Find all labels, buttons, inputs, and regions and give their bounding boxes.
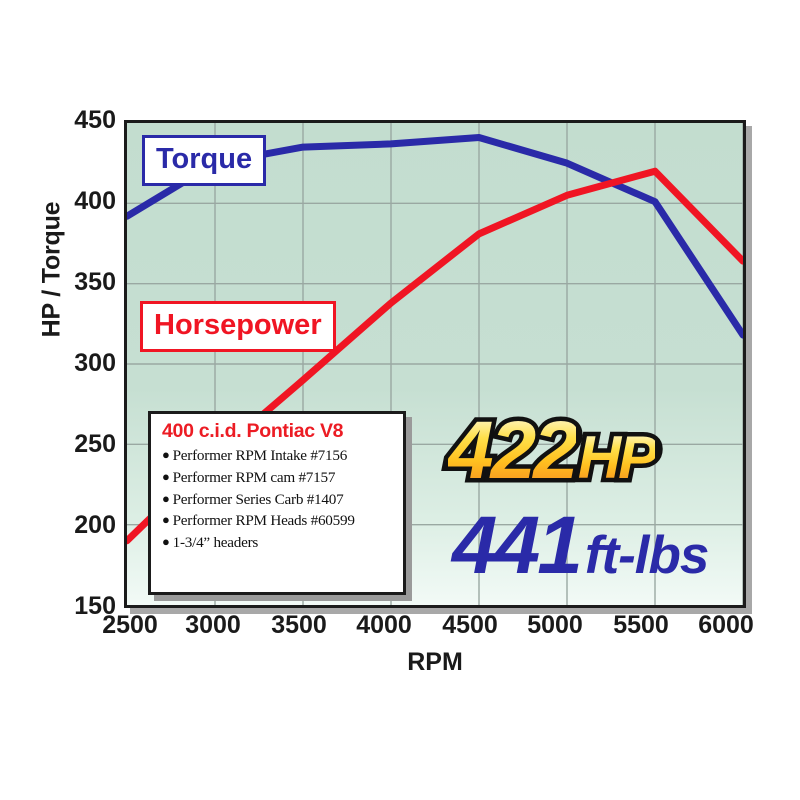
y-tick-450: 450 <box>74 106 116 134</box>
x-tick-2500: 2500 <box>102 611 158 639</box>
bullet-icon: ● <box>162 447 170 463</box>
hp-callout-unit-wrap: HP HP <box>573 423 662 492</box>
hp-callout-unit: HP <box>577 424 658 491</box>
hp-callout-unit-outline: HP <box>573 423 662 492</box>
bullet-icon: ● <box>162 469 170 485</box>
torque-callout: 441ft-lbs <box>452 500 710 591</box>
legend-torque: Torque <box>142 135 267 186</box>
x-tick-3500: 3500 <box>271 611 327 639</box>
spec-item-label: 1-3/4” headers <box>172 533 259 551</box>
y-tick-200: 200 <box>74 511 116 539</box>
spec-item: ● Performer RPM Heads #60599 <box>162 510 394 532</box>
y-tick-400: 400 <box>74 187 116 215</box>
x-axis-title: RPM <box>407 648 463 676</box>
hp-callout-number: 422 <box>448 405 579 496</box>
spec-item: ● Performer RPM cam #7157 <box>162 467 394 489</box>
spec-item: ● Performer RPM Intake #7156 <box>162 445 394 467</box>
plot-area-wrapper <box>124 120 752 614</box>
spec-box-title: 400 c.i.d. Pontiac V8 <box>162 420 344 442</box>
y-tick-300: 300 <box>74 349 116 377</box>
hp-callout-number-outline: 422 <box>444 405 584 496</box>
x-tick-4000: 4000 <box>356 611 412 639</box>
x-tick-5500: 5500 <box>613 611 669 639</box>
bullet-icon: ● <box>162 512 170 528</box>
x-tick-5000: 5000 <box>527 611 583 639</box>
spec-item-label: Performer RPM cam #7157 <box>172 469 336 487</box>
y-tick-350: 350 <box>74 268 116 296</box>
spec-item-label: Performer Series Carb #1407 <box>172 490 344 508</box>
hp-callout-number-wrap: 422 422 <box>444 405 584 496</box>
y-axis-tick-labels: 450 400 350 300 250 200 150 <box>26 0 116 800</box>
hp-callout: 422 422 HP HP <box>444 405 663 496</box>
bullet-icon: ● <box>162 490 170 506</box>
spec-item-label: Performer RPM Intake #7156 <box>172 447 348 465</box>
x-tick-3000: 3000 <box>185 611 241 639</box>
spec-box: 400 c.i.d. Pontiac V8 ● Performer RPM Int… <box>148 411 406 595</box>
legend-horsepower: Horsepower <box>140 301 336 352</box>
torque-callout-unit: ft-lbs <box>584 526 710 585</box>
torque-callout-number: 441 <box>452 500 583 591</box>
spec-item-label: Performer RPM Heads #60599 <box>172 512 355 530</box>
spec-item: ● 1-3/4” headers <box>162 532 394 554</box>
x-tick-6000: 6000 <box>698 611 754 639</box>
y-tick-250: 250 <box>74 430 116 458</box>
bullet-icon: ● <box>162 533 170 549</box>
x-tick-4500: 4500 <box>442 611 498 639</box>
y-tick-150: 150 <box>74 592 116 620</box>
x-axis-tick-labels: 2500 3000 3500 4000 4500 5000 5500 6000 <box>0 613 800 653</box>
spec-item: ● Performer Series Carb #1407 <box>162 489 394 511</box>
